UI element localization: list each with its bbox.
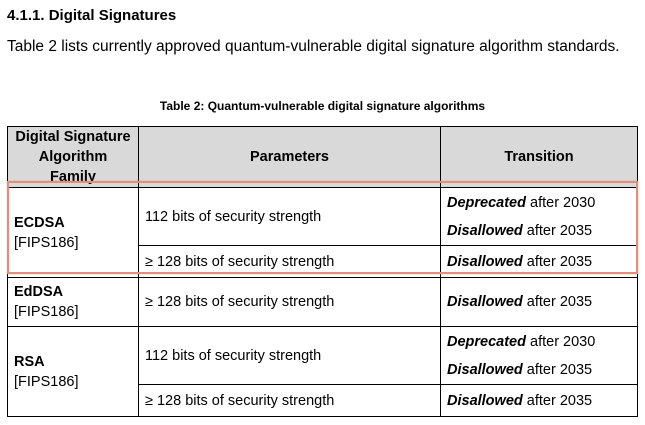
status-detail: after 2035 [522, 222, 593, 239]
parameters-cell: 112 bits of security strength [138, 326, 441, 385]
family-cell-eddsa: EdDSA [FIPS186] [7, 277, 139, 327]
family-name: ECDSA [14, 214, 65, 231]
status-detail: after 2035 [522, 392, 593, 409]
transition-cell: Deprecated after 2030 Disallowed after 2… [440, 187, 638, 246]
family-reference: [FIPS186] [14, 234, 79, 251]
transition-line: Disallowed after 2035 [447, 248, 631, 276]
transition-cell: Disallowed after 2035 [440, 384, 638, 417]
parameters-cell: ≥ 128 bits of security strength [138, 277, 441, 327]
family-reference: [FIPS186] [14, 373, 79, 390]
status-label: Disallowed [447, 392, 523, 409]
parameters-cell: ≥ 128 bits of security strength [138, 384, 441, 417]
status-label: Deprecated [447, 333, 526, 350]
status-label: Disallowed [447, 222, 523, 239]
transition-line: Deprecated after 2030 [447, 328, 631, 356]
table-caption: Table 2: Quantum-vulnerable digital sign… [159, 99, 486, 113]
parameters-cell: 112 bits of security strength [138, 187, 441, 246]
signature-algorithms-table: Digital Signature Algorithm Family Param… [7, 126, 638, 417]
family-cell-rsa: RSA [FIPS186] [7, 326, 139, 417]
status-label: Disallowed [447, 361, 523, 378]
status-label: Disallowed [447, 253, 523, 270]
table-header-row: Digital Signature Algorithm Family Param… [7, 126, 638, 188]
transition-cell: Disallowed after 2035 [440, 277, 638, 327]
transition-cell: Disallowed after 2035 [440, 245, 638, 278]
family-reference: [FIPS186] [14, 304, 79, 320]
family-name: RSA [14, 353, 45, 370]
status-detail: after 2035 [522, 294, 593, 310]
transition-line: Disallowed after 2035 [447, 387, 631, 415]
header-family: Digital Signature Algorithm Family [7, 126, 139, 188]
header-parameters: Parameters [138, 126, 441, 188]
table-row: EdDSA [FIPS186] ≥ 128 bits of security s… [7, 277, 638, 327]
status-label: Deprecated [447, 194, 526, 211]
header-transition: Transition [440, 126, 638, 188]
family-name: EdDSA [14, 284, 64, 300]
status-label: Disallowed [447, 294, 523, 310]
transition-cell: Deprecated after 2030 Disallowed after 2… [440, 326, 638, 385]
transition-line: Deprecated after 2030 [447, 189, 631, 217]
transition-line: Disallowed after 2035 [447, 217, 631, 245]
transition-line: Disallowed after 2035 [447, 288, 631, 316]
status-detail: after 2035 [522, 253, 593, 270]
status-detail: after 2030 [525, 333, 596, 350]
transition-line: Disallowed after 2035 [447, 356, 631, 384]
status-detail: after 2030 [525, 194, 596, 211]
parameters-cell: ≥ 128 bits of security strength [138, 245, 441, 278]
table-row: ≥ 128 bits of security strength Disallow… [8, 384, 638, 417]
status-detail: after 2035 [522, 361, 593, 378]
table-row: ECDSA [FIPS186] 112 bits of security str… [7, 187, 638, 278]
table-row: RSA [FIPS186] 112 bits of security stren… [7, 326, 638, 417]
family-cell-ecdsa: ECDSA [FIPS186] [7, 187, 139, 278]
section-heading: 4.1.1. Digital Signatures [7, 7, 177, 24]
intro-paragraph: Table 2 lists currently approved quantum… [7, 38, 620, 55]
